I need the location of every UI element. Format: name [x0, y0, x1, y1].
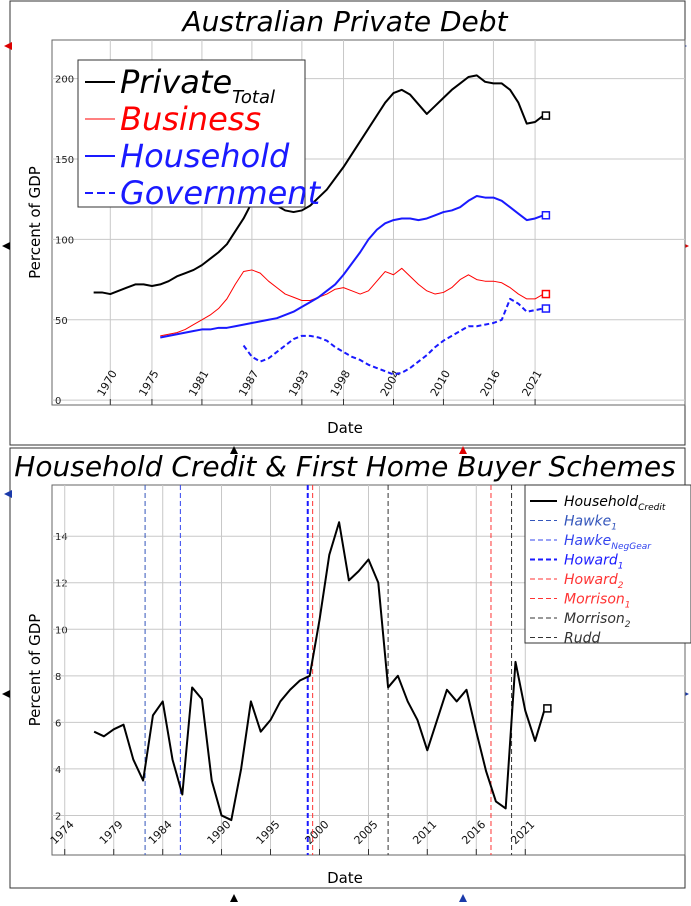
y-axis-label: Percent of GDP — [26, 614, 44, 727]
edge-marker — [230, 894, 238, 902]
y-tick-label: 8 — [55, 672, 61, 683]
series-line — [93, 521, 546, 822]
legend-label: Rudd — [564, 630, 600, 646]
legend-label: Howard2 — [564, 572, 624, 591]
edge-marker — [2, 242, 10, 250]
legend-subscript: Credit — [638, 503, 666, 513]
legend-name: Howard — [564, 572, 618, 588]
legend-name: Private — [120, 63, 232, 101]
legend-label: Government — [120, 174, 322, 212]
edge-marker — [2, 690, 10, 698]
y-tick-label: 6 — [55, 718, 61, 729]
end-marker — [541, 289, 551, 299]
legend-name: Hawke — [564, 513, 611, 529]
legend-subscript: NegGear — [611, 542, 652, 552]
y-tick-label: 2 — [55, 811, 61, 822]
edge-marker — [230, 446, 238, 454]
legend-box — [524, 484, 691, 644]
x-axis-label: Date — [327, 419, 363, 437]
end-marker — [541, 111, 551, 120]
edge-marker — [4, 490, 12, 498]
y-tick-label: 4 — [55, 765, 61, 776]
legend-name: Household — [120, 137, 290, 175]
y-tick-label: 10 — [55, 625, 68, 636]
legend-name: Morrison — [564, 591, 625, 607]
series-line — [242, 297, 544, 376]
legend-name: Rudd — [564, 630, 600, 646]
series-line — [93, 74, 545, 296]
legend-subscript: 1 — [611, 523, 617, 533]
y-tick-label: 200 — [55, 75, 74, 86]
y-tick-label: 150 — [55, 155, 74, 166]
legend-name: Morrison — [564, 611, 625, 627]
legend-name: Business — [120, 100, 261, 138]
end-marker — [543, 704, 552, 713]
legend-box — [77, 59, 306, 208]
series-line — [160, 194, 544, 339]
end-marker — [541, 211, 551, 220]
y-tick-label: 100 — [55, 235, 74, 246]
edge-marker — [459, 894, 467, 902]
legend-name: Government — [120, 174, 322, 212]
y-tick-label: 0 — [55, 396, 61, 407]
chart-title: Household Credit & First Home Buyer Sche… — [14, 450, 675, 483]
x-axis-label: Date — [327, 869, 363, 887]
legend-label: HouseholdCredit — [564, 494, 666, 513]
legend-subscript: 2 — [618, 581, 624, 591]
chart-title: Australian Private Debt — [180, 5, 508, 38]
legend-subscript: 1 — [618, 562, 624, 572]
legend-name: Household — [564, 494, 638, 510]
legend-label: Howard1 — [564, 552, 624, 571]
edge-marker — [459, 446, 467, 454]
y-tick-label: 14 — [55, 532, 68, 543]
legend-name: Howard — [564, 552, 618, 568]
y-tick-label: 50 — [55, 316, 68, 327]
legend-label: Morrison1 — [564, 591, 631, 610]
legend-label: Morrison2 — [564, 611, 631, 630]
end-marker — [541, 304, 551, 313]
legend-label: PrivateTotal — [120, 63, 275, 108]
legend-label: Business — [120, 100, 261, 138]
legend-subscript: 1 — [625, 601, 631, 611]
legend-subscript: 2 — [625, 620, 631, 630]
legend-label: HawkeNegGear — [564, 533, 652, 552]
legend-name: Hawke — [564, 533, 611, 549]
legend-label: Household — [120, 137, 290, 175]
series-line — [160, 267, 544, 337]
y-tick-label: 12 — [55, 579, 68, 590]
edge-marker — [4, 42, 12, 50]
legend-label: Hawke1 — [564, 513, 617, 532]
legend-subscript: Total — [232, 87, 275, 108]
y-axis-label: Percent of GDP — [26, 166, 44, 279]
